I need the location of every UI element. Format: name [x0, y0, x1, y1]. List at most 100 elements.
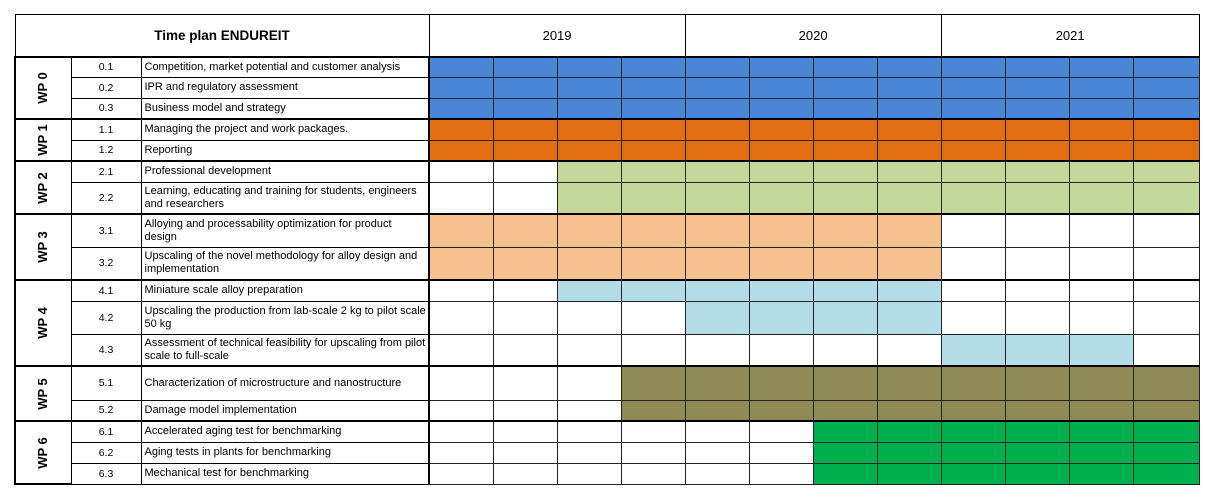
timeline-cell-active — [1004, 333, 1070, 367]
task-description: Business model and strategy — [140, 97, 431, 120]
timeline-cell-active — [876, 300, 942, 335]
task-code: 4.3 — [70, 333, 142, 367]
timeline-cell-active — [620, 365, 686, 401]
timeline-cell-active — [1132, 97, 1200, 120]
timeline-cell-empty — [876, 333, 942, 367]
work-package-name: WP 5 — [35, 377, 51, 410]
timeline-cell-active — [812, 76, 878, 99]
timeline-cell-active — [940, 441, 1006, 464]
timeline-cell-active — [812, 420, 878, 443]
task-row: WP 0 0.1 Competition, market potential and… — [14, 56, 1200, 120]
timeline-cell-active — [812, 118, 878, 141]
timeline-cell-active — [556, 139, 622, 162]
timeline-cell-active — [428, 213, 494, 248]
timeline-cell-active — [1132, 56, 1200, 78]
timeline-cell-active — [748, 56, 814, 78]
timeline-cell-active — [428, 97, 494, 120]
timeline-cell-active — [1004, 56, 1070, 78]
task-description: Mechanical test for benchmarking — [140, 462, 431, 485]
timeline-cell-active — [940, 181, 1006, 215]
timeline-cell-active — [684, 56, 750, 78]
timeline-cell-empty — [428, 462, 494, 485]
timeline-cell-active — [620, 139, 686, 162]
task-code: 4.1 — [70, 279, 142, 302]
timeline-cell-active — [748, 399, 814, 422]
task-description: Damage model implementation — [140, 399, 431, 422]
gantt-table: Time plan ENDUREIT 2019 2020 2021 WP 0 0.… — [14, 14, 1200, 485]
timeline-cell-empty — [748, 420, 814, 443]
task-row: 6.3 Mechanical test for benchmarking — [15, 462, 1200, 485]
timeline-cell-empty — [492, 441, 558, 464]
timeline-cell-empty — [1132, 213, 1200, 248]
timeline-cell-active — [1068, 333, 1134, 367]
timeline-cell-active — [876, 279, 942, 302]
timeline-cell-active — [876, 97, 942, 120]
timeline-cell-active — [1068, 420, 1134, 443]
timeline-cell-active — [428, 76, 494, 99]
timeline-cell-active — [1068, 76, 1134, 99]
timeline-cell-empty — [684, 462, 750, 485]
timeline-cell-active — [876, 76, 942, 99]
timeline-cell-empty — [620, 420, 686, 443]
timeline-cell-active — [940, 462, 1006, 485]
work-package-label: WP 0 — [14, 56, 72, 120]
timeline-cell-active — [812, 441, 878, 464]
year-header-2019: 2019 — [428, 14, 686, 58]
task-description: Accelerated aging test for benchmarking — [140, 420, 431, 443]
task-description: Reporting — [140, 139, 431, 162]
work-package-name: WP 0 — [35, 72, 51, 104]
task-code: 1.2 — [70, 139, 142, 162]
timeline-cell-empty — [684, 420, 750, 443]
timeline-cell-active — [620, 279, 686, 302]
task-code: 4.2 — [70, 300, 142, 335]
timeline-cell-active — [684, 181, 750, 215]
timeline-cell-active — [620, 160, 686, 183]
timeline-cell-active — [1004, 97, 1070, 120]
timeline-cell-active — [1068, 462, 1134, 485]
timeline-cell-active — [940, 160, 1006, 183]
table-title: Time plan ENDUREIT — [14, 14, 430, 58]
task-description: Professional development — [140, 160, 431, 183]
timeline-cell-active — [620, 399, 686, 422]
timeline-cell-active — [556, 76, 622, 99]
timeline-cell-active — [1004, 160, 1070, 183]
timeline-cell-active — [620, 76, 686, 99]
year-header-2021: 2021 — [940, 14, 1200, 58]
timeline-cell-empty — [428, 279, 494, 302]
timeline-cell-empty — [428, 160, 494, 183]
task-description: Upscaling the production from lab-scale … — [140, 300, 431, 335]
task-row: WP 5 5.1 Characterization of microstructur… — [14, 365, 1200, 422]
timeline-cell-active — [684, 160, 750, 183]
timeline-cell-active — [812, 279, 878, 302]
timeline-cell-empty — [620, 462, 686, 485]
timeline-cell-active — [1004, 399, 1070, 422]
timeline-cell-empty — [1132, 333, 1200, 367]
timeline-cell-active — [940, 420, 1006, 443]
timeline-cell-empty — [492, 462, 558, 485]
work-package-name: WP 3 — [35, 231, 51, 263]
timeline-cell-active — [556, 160, 622, 183]
timeline-cell-active — [812, 181, 878, 215]
timeline-cell-empty — [684, 441, 750, 464]
timeline-cell-active — [940, 139, 1006, 162]
timeline-cell-active — [684, 399, 750, 422]
timeline-cell-active — [620, 181, 686, 215]
task-code: 0.2 — [70, 76, 142, 99]
timeline-cell-empty — [1004, 300, 1070, 335]
timeline-cell-active — [556, 56, 622, 78]
timeline-cell-active — [428, 246, 494, 281]
timeline-cell-active — [428, 118, 494, 141]
timeline-cell-empty — [940, 213, 1006, 248]
timeline-cell-active — [556, 213, 622, 248]
task-row: 0.2 IPR and regulatory assessment — [15, 76, 1200, 99]
work-package-name: WP 2 — [35, 171, 51, 204]
task-description: Characterization of microstructure and n… — [140, 365, 431, 401]
task-code: 6.1 — [70, 420, 142, 443]
timeline-cell-empty — [428, 399, 494, 422]
timeline-cell-active — [940, 118, 1006, 141]
timeline-cell-empty — [1068, 213, 1134, 248]
timeline-cell-active — [684, 365, 750, 401]
timeline-cell-empty — [556, 300, 622, 335]
task-code: 3.2 — [70, 246, 142, 281]
timeline-cell-active — [1132, 76, 1200, 99]
